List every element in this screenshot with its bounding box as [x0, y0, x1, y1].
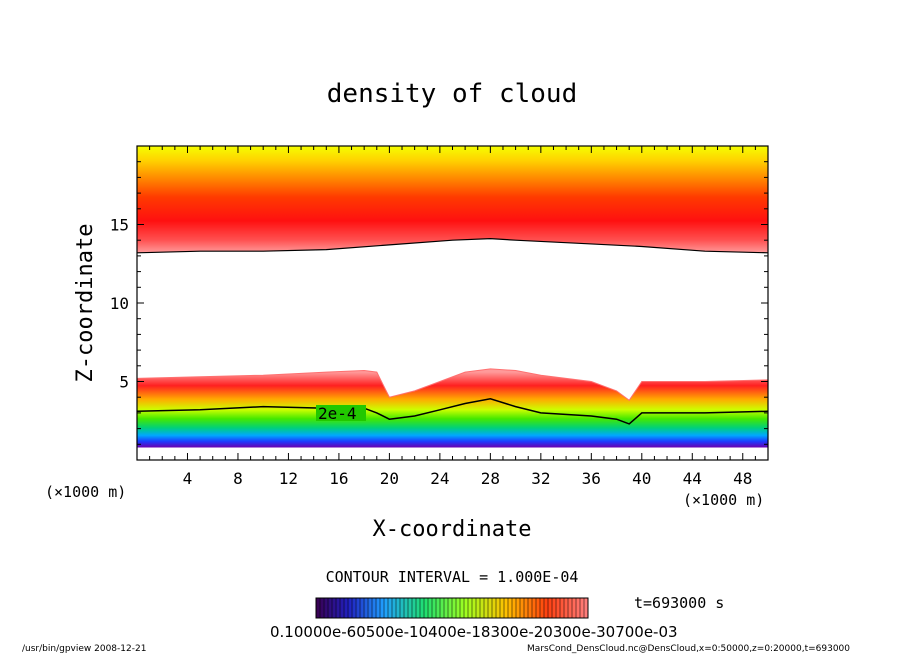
y-axis-title: Z-coordinate	[73, 224, 98, 383]
x-tick-label: 44	[683, 469, 702, 488]
footer-left: /usr/bin/gpview 2008-12-21	[22, 644, 146, 654]
x-axis: 4 8 12 16 20 24 28 32 36 40 44 48	[149, 146, 756, 488]
x-tick-label: 12	[279, 469, 298, 488]
x-unit-label: (×1000 m)	[683, 491, 764, 509]
x-tick-label: 36	[582, 469, 601, 488]
y-unit-label: (×1000 m)	[45, 483, 126, 501]
y-tick-label: 5	[119, 373, 129, 392]
x-axis-title: X-coordinate	[373, 517, 532, 542]
contour-label: 2e-4	[318, 404, 357, 423]
contour-label-bg	[316, 405, 366, 421]
y-axis: 5 10 15	[110, 161, 768, 445]
chart-title: density of cloud	[327, 79, 577, 109]
plot-area	[137, 146, 768, 448]
x-tick-label: 40	[632, 469, 651, 488]
lower-layer-top-contour	[137, 368, 768, 402]
y-tick-label: 15	[110, 216, 129, 235]
upper-cloud-layer	[137, 146, 768, 253]
lower-cloud-layer	[137, 368, 768, 448]
x-tick-label: 32	[531, 469, 550, 488]
time-label: t=693000 s	[634, 594, 724, 612]
x-tick-label: 24	[430, 469, 449, 488]
x-tick-label: 20	[380, 469, 399, 488]
x-tick-label: 48	[733, 469, 752, 488]
colorbar-divisions	[319, 598, 585, 618]
y-tick-label: 10	[110, 294, 129, 313]
x-tick-label: 4	[183, 469, 193, 488]
footer-right: MarsCond_DensCloud.nc@DensCloud,x=0:5000…	[527, 644, 850, 654]
x-tick-label: 28	[481, 469, 500, 488]
contour-interval-text: CONTOUR INTERVAL = 1.000E-04	[326, 568, 579, 586]
colorbar-labels: 0.10000e-60500e-10400e-18300e-20300e-307…	[270, 623, 678, 641]
upper-layer-boundary-contour	[137, 237, 768, 254]
x-tick-label: 8	[233, 469, 243, 488]
x-tick-label: 16	[329, 469, 348, 488]
